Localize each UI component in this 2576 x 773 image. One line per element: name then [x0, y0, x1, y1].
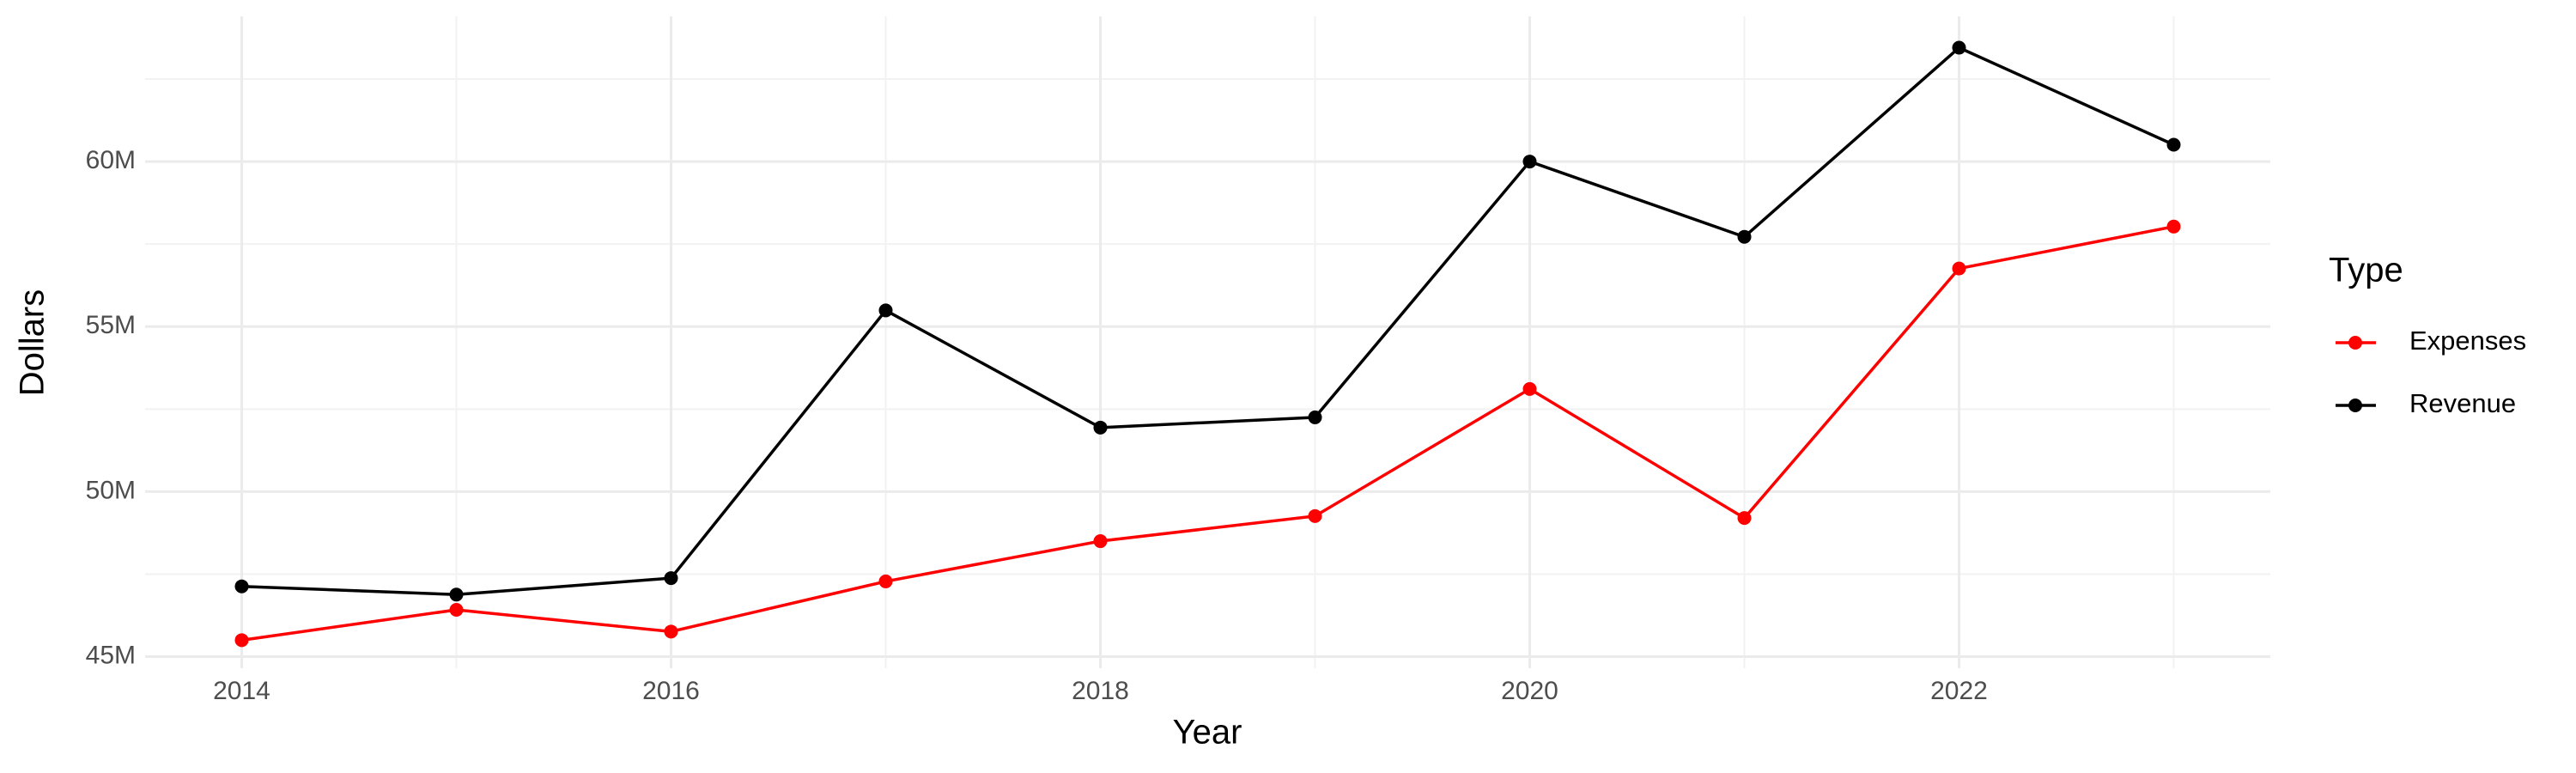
- x-tick-label: 2022: [1930, 677, 1988, 705]
- legend-label: Expenses: [2409, 326, 2526, 356]
- y-tick-label: 45M: [86, 641, 136, 669]
- data-point: [1952, 40, 1966, 55]
- series-line: [241, 225, 2174, 642]
- legend-title: Type: [2329, 252, 2403, 289]
- data-point: [1308, 410, 1322, 424]
- data-point: [1093, 534, 1108, 549]
- data-point: [2166, 219, 2181, 234]
- data-point: [1522, 381, 1537, 396]
- data-point: [2166, 137, 2181, 152]
- data-point: [449, 587, 464, 602]
- x-tick-label: 2014: [213, 677, 270, 705]
- legend-marker: [2348, 336, 2362, 350]
- series-line: [241, 46, 2175, 597]
- data-point: [1308, 508, 1322, 523]
- data-point: [1093, 420, 1108, 435]
- y-tick-label: 60M: [86, 146, 136, 174]
- data-point: [234, 633, 249, 648]
- legend-marker: [2348, 399, 2362, 412]
- y-axis-title: Dollars: [14, 289, 52, 396]
- x-tick-label: 2016: [642, 677, 700, 705]
- data-point: [1952, 261, 1966, 276]
- data-point: [234, 579, 249, 593]
- y-tick-label: 55M: [86, 311, 136, 339]
- legend-label: Revenue: [2409, 388, 2516, 418]
- data-point: [449, 602, 464, 617]
- y-tick-label: 50M: [86, 476, 136, 504]
- data-point: [664, 624, 678, 639]
- data-point: [1737, 511, 1752, 526]
- x-axis-title: Year: [1173, 714, 1242, 752]
- data-point: [878, 574, 893, 588]
- data-point: [878, 303, 893, 318]
- data-point: [1522, 155, 1537, 169]
- data-point: [1737, 229, 1752, 244]
- data-point: [664, 571, 678, 586]
- x-tick-label: 2018: [1072, 677, 1129, 705]
- x-tick-label: 2020: [1501, 677, 1558, 705]
